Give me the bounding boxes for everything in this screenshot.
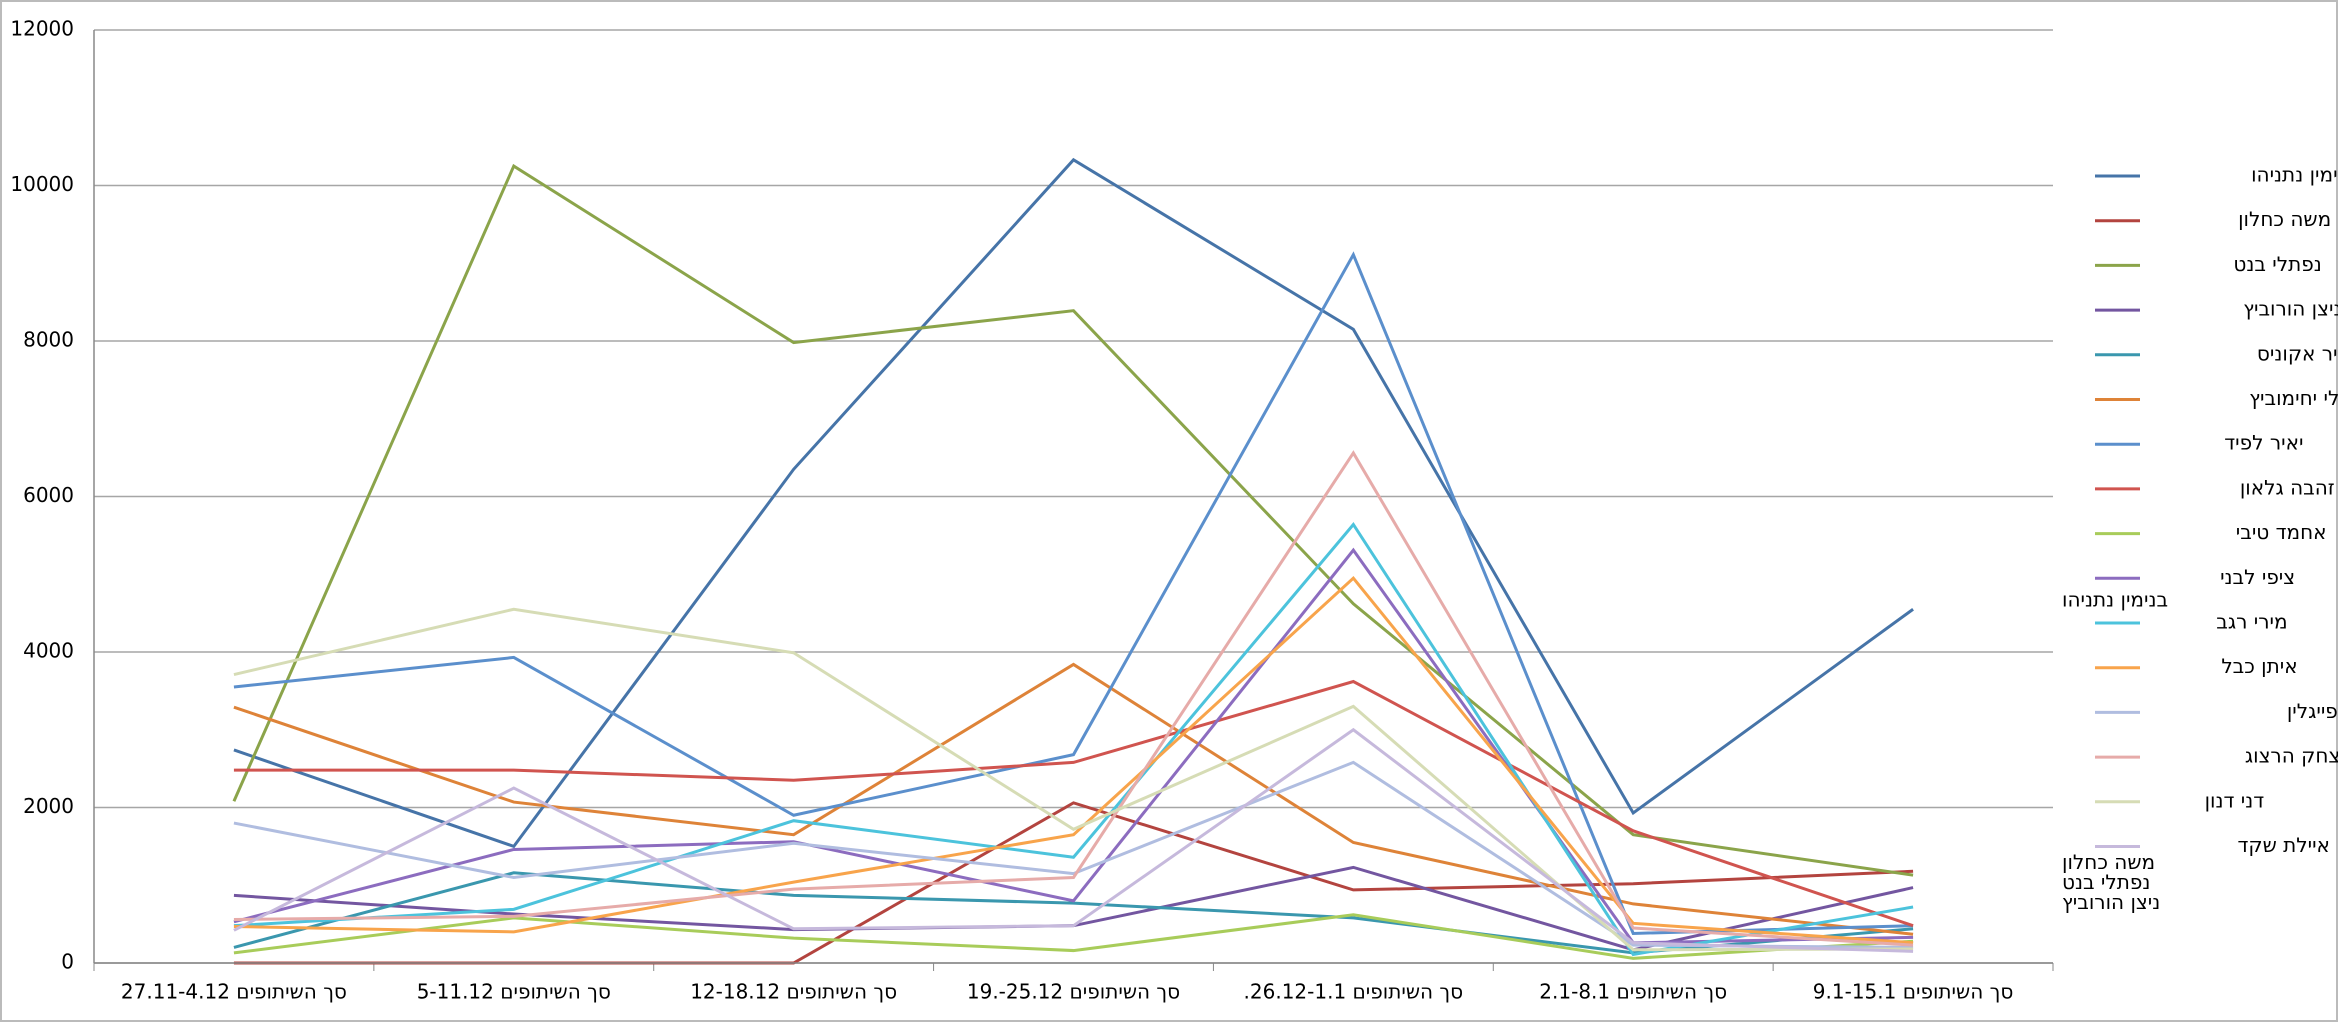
y-tick-label: 2000 bbox=[23, 794, 74, 818]
legend-label: איתן כבל bbox=[2221, 654, 2297, 678]
end-label: בנימין נתניהו bbox=[2062, 588, 2168, 612]
legend-label: ניצן הורוביץ bbox=[2243, 297, 2338, 321]
y-tick-label: 6000 bbox=[23, 483, 74, 507]
series-line bbox=[233, 913, 1914, 960]
legend-label: משה זלמן פייגלין bbox=[2287, 699, 2338, 723]
series-line bbox=[233, 760, 1914, 949]
legend-label: דני דנון bbox=[2205, 788, 2265, 812]
legend-label: בנימין נתניהו bbox=[2251, 163, 2338, 187]
legend-label: שלי יחימוביץ bbox=[2249, 386, 2338, 410]
x-tick-label: סך השיתופים 5-11.12 bbox=[417, 980, 611, 1004]
y-tick-label: 8000 bbox=[23, 328, 74, 352]
y-tick-label: 4000 bbox=[23, 639, 74, 663]
end-label: ניצן הורוביץ bbox=[2062, 890, 2160, 914]
legend-label: יאיר לפיד bbox=[2224, 431, 2303, 455]
legend-label: אחמד טיבי bbox=[2236, 520, 2327, 544]
x-tick-label: סך השיתופים 12-18.12 bbox=[690, 980, 897, 1004]
x-tick-label: סך השיתופים 2.1-8.1 bbox=[1539, 980, 1727, 1004]
series-line bbox=[233, 727, 1914, 953]
series-line bbox=[232, 163, 1914, 877]
legend-label: יצחק הרצוג bbox=[2245, 744, 2338, 768]
legend-label: נפתלי בנט bbox=[2233, 252, 2321, 276]
series-line bbox=[233, 251, 1914, 935]
x-tick-label: סך השיתופים 26.12-1.1. bbox=[1244, 980, 1464, 1004]
y-tick-label: 0 bbox=[61, 950, 74, 974]
series-line bbox=[233, 575, 1914, 945]
series-line bbox=[233, 662, 1914, 936]
legend-label: משה כחלון bbox=[2238, 207, 2331, 231]
legend-label: זהבה גלאון bbox=[2240, 475, 2335, 499]
series-line bbox=[233, 607, 1914, 952]
legend-label: אופיר אקוניס bbox=[2257, 341, 2338, 365]
legend-label: מירי רגב bbox=[2216, 610, 2287, 634]
y-tick-label: 12000 bbox=[10, 17, 74, 41]
x-tick-label: סך השיתופים 25.12-.19 bbox=[967, 980, 1180, 1004]
x-tick-label: סך השיתופים 9.1-15.1 bbox=[1813, 980, 2014, 1004]
series-line bbox=[233, 450, 1914, 947]
series-line bbox=[233, 679, 1914, 928]
series-line bbox=[233, 157, 1914, 849]
legend-label: איילת שקד bbox=[2237, 833, 2329, 857]
y-tick-label: 10000 bbox=[10, 172, 74, 196]
legend-label: ציפי לבני bbox=[2220, 565, 2295, 589]
x-tick-label: סך השיתופים 27.11-4.12 bbox=[121, 980, 347, 1004]
end-label: משה כחלון bbox=[2062, 850, 2155, 874]
series-line bbox=[233, 521, 1914, 957]
end-label: נפתלי בנט bbox=[2062, 870, 2150, 894]
